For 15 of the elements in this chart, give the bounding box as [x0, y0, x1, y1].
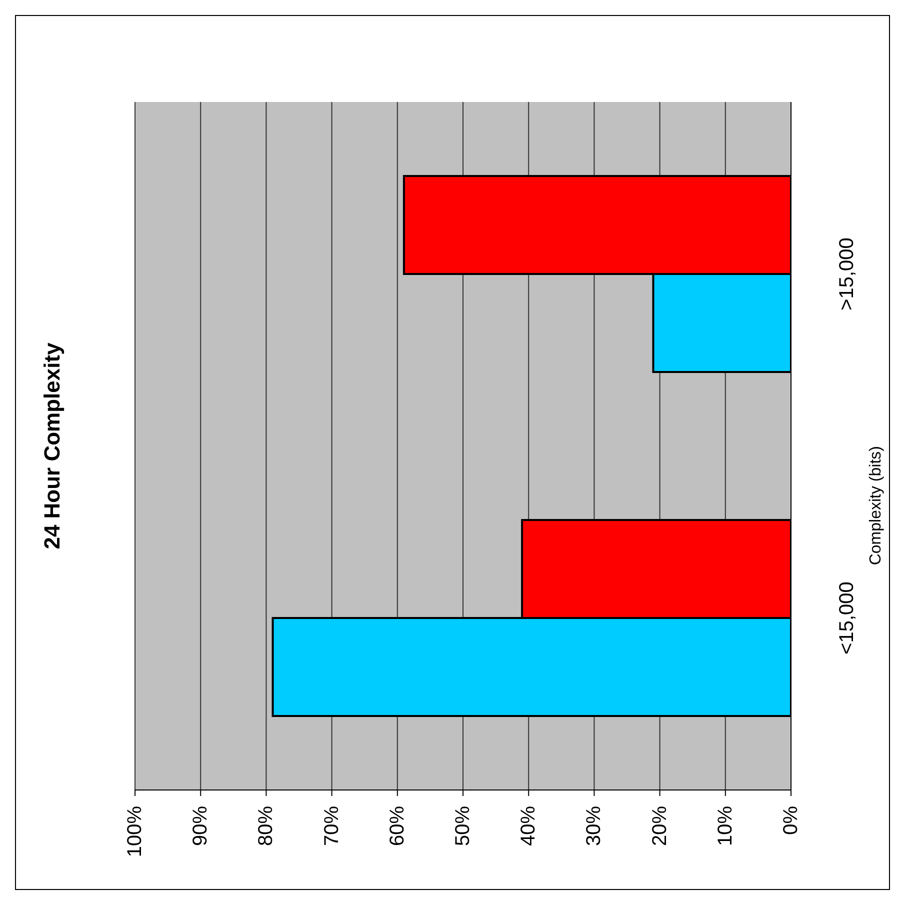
x-tick-label: 40%: [518, 806, 540, 846]
x-tick-label: 50%: [452, 806, 474, 846]
x-tick-label: 60%: [386, 806, 408, 846]
x-tick-label: 100%: [124, 806, 146, 858]
x-tick-label: 80%: [255, 806, 278, 846]
y-axis-title: Complexity (bits): [868, 446, 885, 566]
y-tick-label: >15,000: [836, 238, 858, 310]
x-tick-label: 0%: [780, 806, 802, 835]
x-tick-label: 70%: [320, 806, 343, 846]
y-tick-label: <15,000: [836, 582, 858, 654]
x-tick-label: 20%: [648, 806, 671, 846]
text: 24 Hour Complexity: [40, 342, 64, 550]
x-tick-label: 90%: [190, 806, 212, 846]
x-tick-label: 10%: [714, 806, 736, 846]
x-tick-label: 30%: [583, 806, 606, 846]
